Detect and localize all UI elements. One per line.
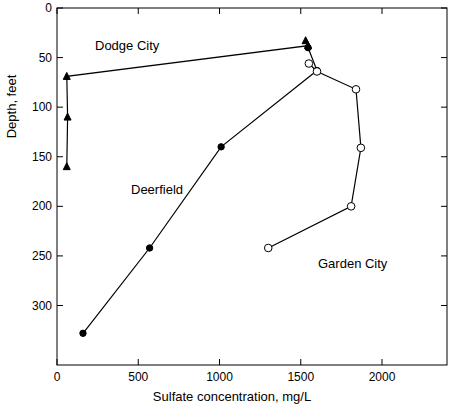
x-tick-label: 0	[54, 370, 61, 384]
x-tick	[382, 8, 383, 14]
x-tick-label: 1000	[206, 370, 233, 384]
y-tick-label: 200	[32, 199, 52, 213]
y-tick	[441, 57, 447, 58]
x-tick-label: 2000	[369, 370, 396, 384]
y-tick-label: 100	[32, 100, 52, 114]
y-tick	[57, 8, 63, 9]
marker	[64, 113, 71, 120]
x-tick	[138, 359, 139, 365]
x-tick	[138, 8, 139, 14]
x-tick	[219, 359, 220, 365]
series-label: Deerfield	[131, 182, 183, 197]
x-tick-label: 1500	[287, 370, 314, 384]
marker	[63, 72, 70, 79]
y-tick	[57, 255, 63, 256]
y-tick	[441, 206, 447, 207]
series-label: Dodge City	[95, 38, 160, 53]
series-line	[83, 48, 317, 334]
y-tick	[441, 107, 447, 108]
y-tick-label: 300	[32, 299, 52, 313]
marker	[347, 203, 355, 211]
marker	[80, 330, 86, 336]
marker	[357, 144, 365, 152]
series-line	[268, 64, 361, 249]
series-line	[67, 41, 308, 167]
marker	[313, 68, 321, 76]
y-tick	[441, 255, 447, 256]
x-tick	[57, 359, 58, 365]
y-tick-label: 0	[45, 1, 52, 15]
marker	[305, 60, 313, 68]
y-tick	[441, 305, 447, 306]
marker	[352, 86, 360, 94]
y-tick	[57, 107, 63, 108]
chart: 0 500 1000 1500 2000 0 50 100 150 200 250 300 Sulfat…	[0, 0, 452, 417]
y-tick	[57, 57, 63, 58]
x-tick	[300, 8, 301, 14]
x-tick	[219, 8, 220, 14]
y-axis-label: Depth, feet	[4, 74, 19, 138]
y-tick	[57, 305, 63, 306]
marker	[218, 144, 224, 150]
plot-area	[63, 37, 364, 337]
marker	[305, 44, 311, 50]
y-tick	[57, 206, 63, 207]
x-tick-label: 500	[128, 370, 148, 384]
y-tick	[57, 156, 63, 157]
y-tick-label: 250	[32, 249, 52, 263]
y-tick	[441, 8, 447, 9]
marker	[264, 244, 272, 252]
y-tick-label: 150	[32, 150, 52, 164]
x-tick	[300, 359, 301, 365]
marker	[63, 163, 70, 170]
x-tick	[382, 359, 383, 365]
series-label: Garden City	[318, 256, 388, 271]
x-axis-label: Sulfate concentration, mg/L	[153, 389, 311, 404]
marker	[146, 245, 152, 251]
plot-frame	[57, 8, 447, 365]
y-tick	[441, 156, 447, 157]
x-tick	[57, 8, 58, 14]
y-tick-label: 50	[39, 51, 53, 65]
